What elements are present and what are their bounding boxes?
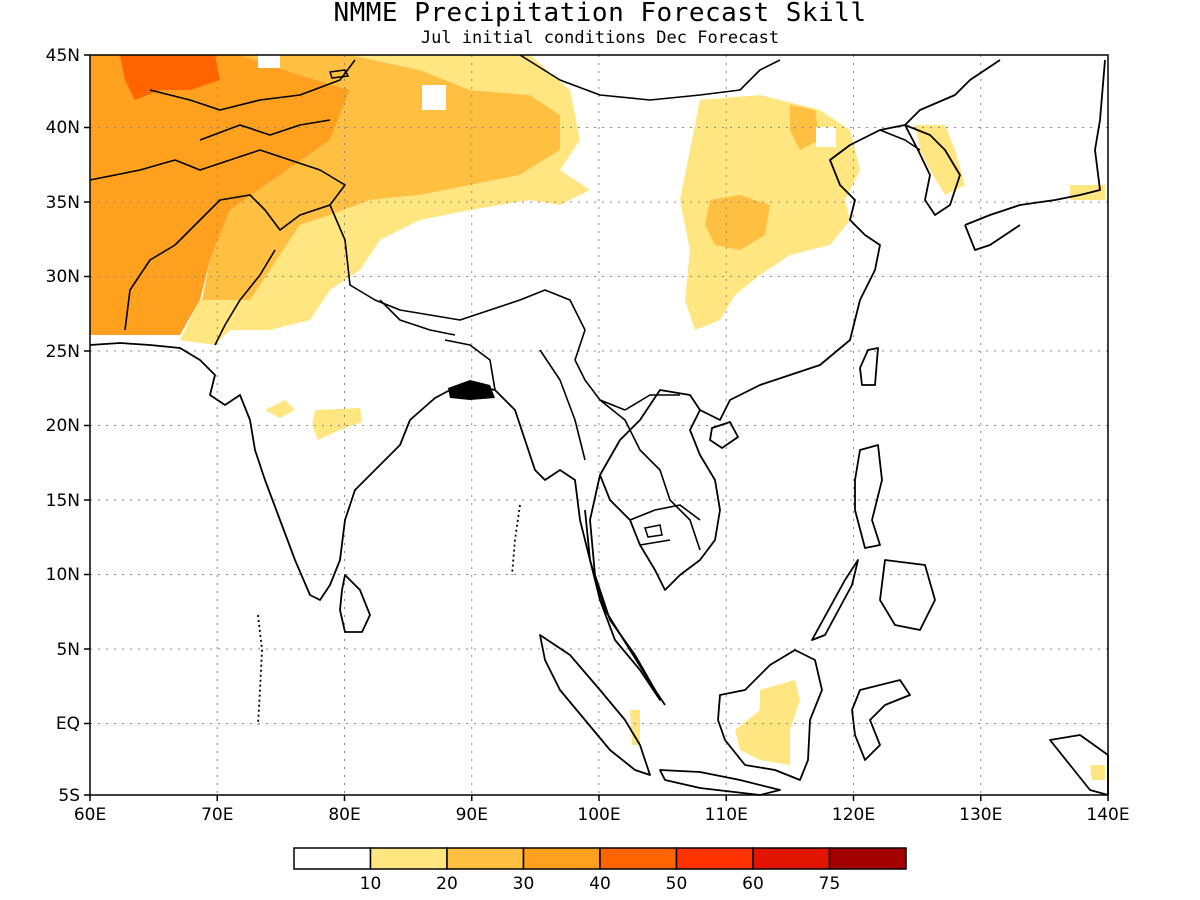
- colorbar-label: 60: [742, 874, 764, 894]
- skill-region-20-30-tibet: [330, 80, 520, 175]
- coastline-mainland: [89, 59, 1001, 701]
- colorbar-label: 40: [589, 874, 611, 894]
- lat-label: EQ: [56, 714, 80, 734]
- colorbar-swatch: [752, 847, 831, 870]
- border-tajik: [199, 119, 331, 141]
- skill-region-20-30-china: [705, 195, 770, 250]
- skill-region-40-50: [120, 55, 220, 100]
- lake-issyk-kul: [329, 69, 350, 79]
- lat-label: 25N: [46, 342, 80, 362]
- coastline-borneo: [717, 649, 823, 781]
- missing-cell: [422, 85, 446, 110]
- skill-region-20-30-china-2: [790, 105, 820, 150]
- map-subtitle: Jul initial conditions Dec Forecast: [420, 28, 780, 48]
- coastline-java: [659, 769, 781, 796]
- border-mongolia: [519, 54, 781, 101]
- lon-label: 120E: [832, 805, 875, 825]
- lat-labels: 45N 40N 35N 30N 25N 20N 15N 10N 5N EQ 5S: [46, 46, 80, 806]
- colorbar: 10 20 30 40 50 60 75: [293, 847, 907, 894]
- lat-label: 45N: [46, 46, 80, 66]
- colorbar-label: 10: [360, 874, 382, 894]
- map-title: NMME Precipitation Forecast Skill: [333, 0, 867, 28]
- skill-region-10-20-sumatra: [630, 710, 640, 745]
- colorbar-label: 30: [513, 874, 535, 894]
- lat-label: 5S: [58, 786, 80, 806]
- border-bangladesh: [444, 339, 496, 391]
- colorbar-swatch: [522, 847, 601, 870]
- missing-cell: [258, 55, 280, 68]
- coastline-korea: [904, 124, 961, 216]
- border-central-asia: [89, 149, 346, 331]
- missing-cell: [816, 127, 836, 147]
- coastline-srilanka: [339, 574, 371, 633]
- coastline-hainan: [709, 421, 739, 449]
- lat-label: 35N: [46, 193, 80, 213]
- lon-label: 100E: [577, 805, 620, 825]
- colorbar-swatch: [599, 847, 678, 870]
- skill-shading: [90, 55, 1105, 780]
- lat-label: 40N: [46, 118, 80, 138]
- skill-region-30-40: [90, 55, 350, 335]
- colorbar-label: 75: [819, 874, 841, 894]
- skill-region-10-20-korea: [915, 125, 965, 195]
- graticule: [90, 55, 1108, 795]
- skill-region-10-20-china: [680, 95, 860, 330]
- coastline-sumatra: [539, 634, 651, 776]
- coastline-luzon: [854, 444, 883, 549]
- colorbar-label: 50: [666, 874, 688, 894]
- lat-label: 20N: [46, 416, 80, 436]
- colorbar-swatch: [369, 847, 448, 870]
- lon-label: 60E: [74, 805, 106, 825]
- colorbar-label: 20: [436, 874, 458, 894]
- country-borders: [89, 54, 921, 551]
- coastline-indochina: [599, 409, 721, 591]
- lat-label: 5N: [56, 640, 80, 660]
- border-cambodia: [629, 504, 701, 546]
- lon-label: 80E: [328, 805, 360, 825]
- border-himalaya: [329, 204, 626, 411]
- lon-label: 130E: [959, 805, 1002, 825]
- lon-label: 140E: [1086, 805, 1129, 825]
- coastline-malay: [584, 509, 666, 706]
- skill-region-10-20-west: [180, 55, 590, 345]
- border-nkorea: [879, 129, 921, 151]
- border-sea-countries: [539, 349, 701, 551]
- coastline-japan: [964, 59, 1106, 251]
- border-nepal: [379, 299, 456, 336]
- coastlines: [89, 59, 1109, 796]
- ganges-delta: [448, 380, 495, 400]
- lake-tonle-sap: [644, 524, 663, 538]
- skill-region-10-20-borneo: [735, 680, 800, 765]
- coastline-taiwan: [859, 347, 879, 386]
- skill-region-10-20-india-2: [312, 408, 362, 440]
- border-kazakhstan: [149, 59, 356, 111]
- lon-label: 70E: [201, 805, 233, 825]
- lat-label: 10N: [46, 565, 80, 585]
- colorbar-swatch: [293, 847, 372, 870]
- colorbar-swatch: [446, 847, 525, 870]
- lon-label: 110E: [705, 805, 748, 825]
- skill-region-10-20-newguinea: [1090, 765, 1105, 780]
- islands-andaman: [511, 504, 521, 576]
- colorbar-swatch: [828, 847, 907, 870]
- coastline-mindanao: [879, 559, 936, 631]
- colorbar-swatch: [675, 847, 754, 870]
- lat-label: 15N: [46, 491, 80, 511]
- skill-region-10-20-india-1: [265, 400, 295, 418]
- coastline-palawan: [811, 559, 859, 641]
- lon-labels: 60E 70E 80E 90E 100E 110E 120E 130E 140E: [74, 805, 1130, 825]
- lat-label: 30N: [46, 267, 80, 287]
- axis-ticks: [84, 54, 1109, 801]
- coastline-sulawesi: [851, 679, 911, 761]
- lon-label: 90E: [456, 805, 488, 825]
- border-india-pakistan: [214, 249, 276, 346]
- islands-maldives: [257, 614, 263, 726]
